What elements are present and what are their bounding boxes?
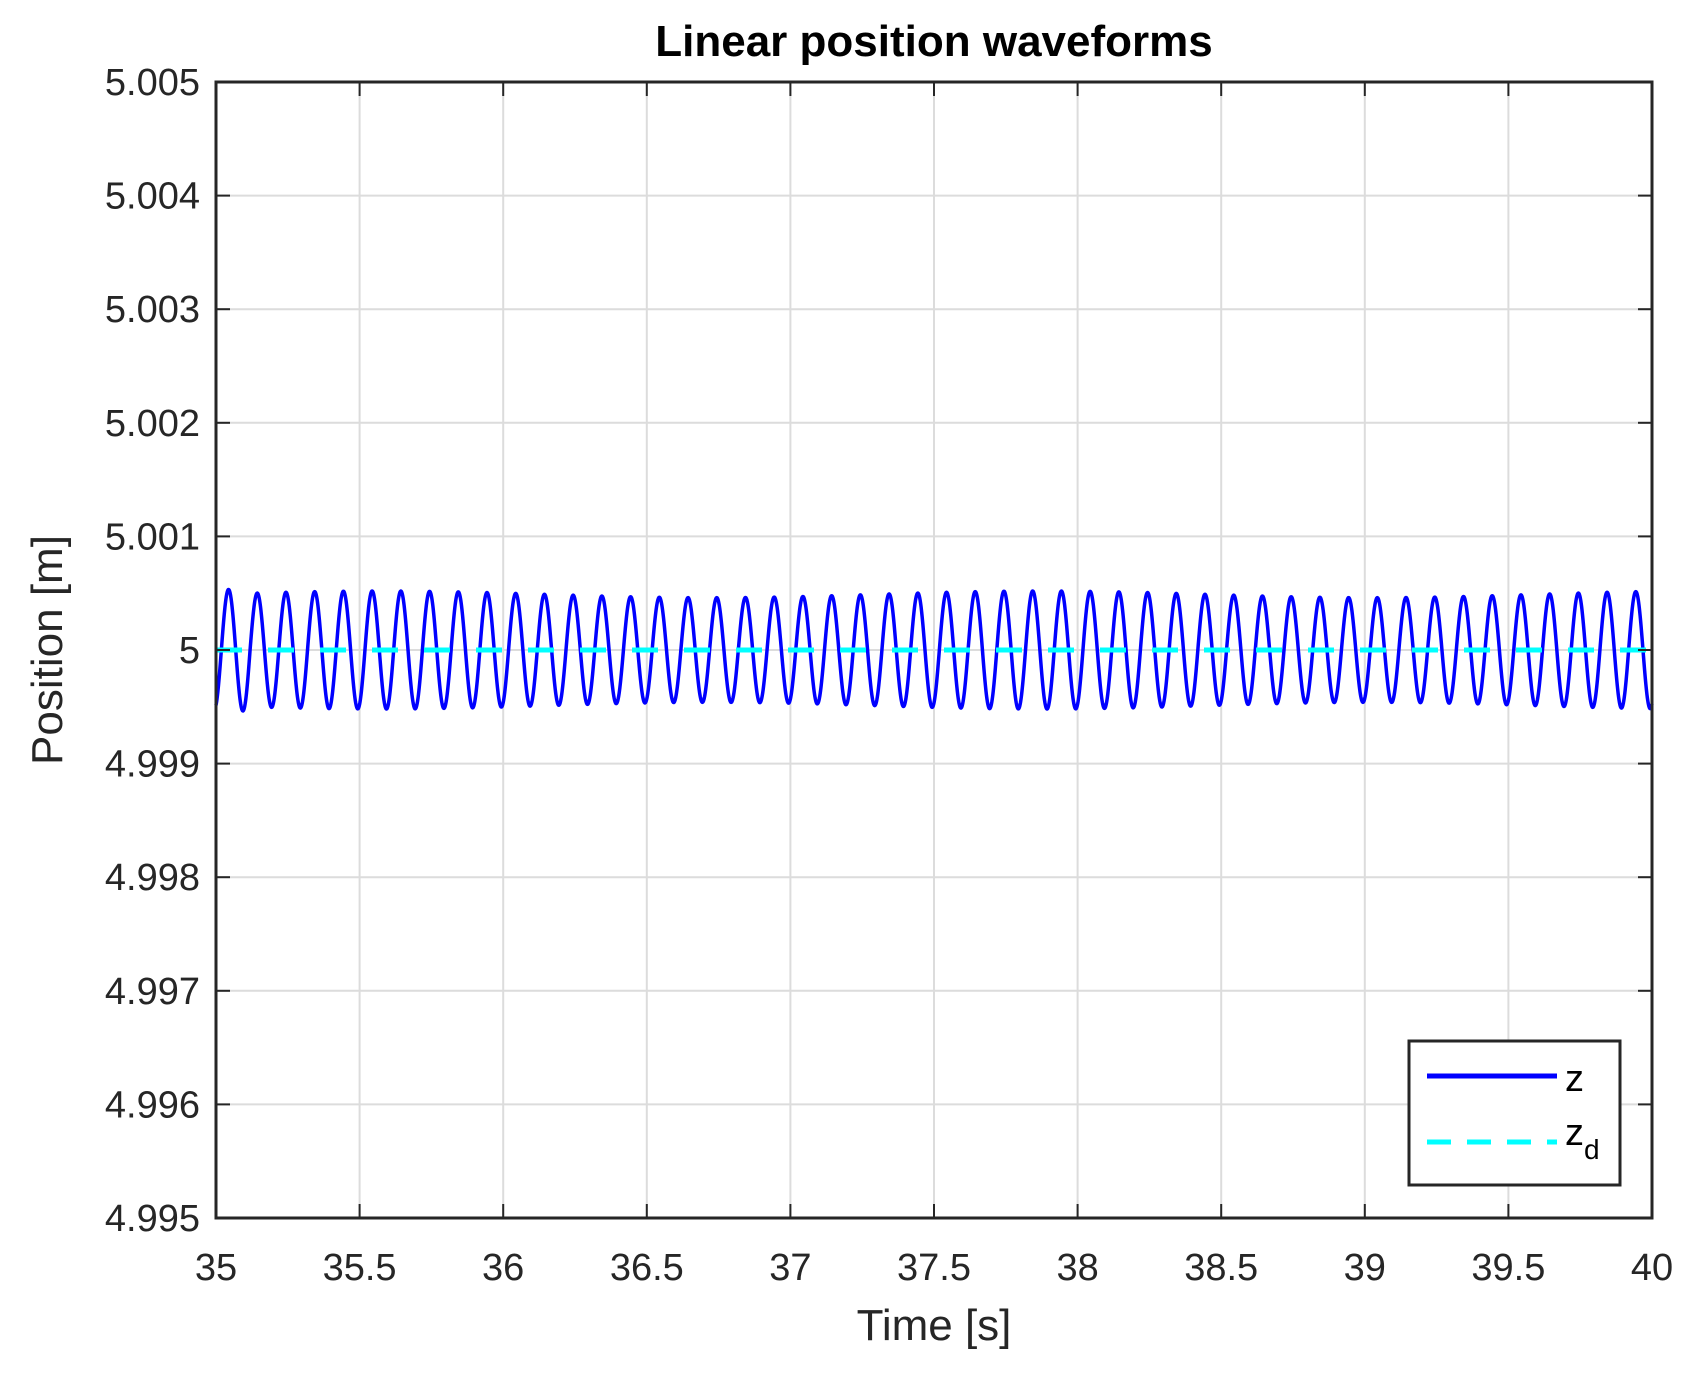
x-tick-label: 39	[1344, 1247, 1386, 1289]
chart-title: Linear position waveforms	[655, 17, 1212, 66]
y-tick-label: 5	[179, 630, 200, 672]
ticks	[215, 81, 1653, 1219]
y-tick-label: 5.002	[105, 403, 200, 445]
y-tick-label: 4.999	[105, 744, 200, 786]
y-axis-label: Position [m]	[23, 535, 72, 765]
y-tick-labels: 4.995 4.996 4.997 4.998 4.999 5 5.001 5.002 5.00…	[105, 62, 200, 1240]
y-tick-label: 5.005	[105, 62, 200, 104]
x-tick-label: 36.5	[610, 1247, 684, 1289]
x-tick-label: 35	[195, 1247, 237, 1289]
x-tick-label: 38	[1056, 1247, 1098, 1289]
y-tick-label: 5.004	[105, 176, 200, 218]
x-tick-label: 38.5	[1184, 1247, 1258, 1289]
y-tick-label: 4.995	[105, 1198, 200, 1240]
series-z-line	[214, 587, 1654, 713]
y-tick-label: 4.996	[105, 1084, 200, 1126]
legend-label-z: z	[1565, 1058, 1584, 1100]
y-tick-label: 5.001	[105, 516, 200, 558]
x-axis-label: Time [s]	[857, 1301, 1012, 1350]
y-tick-label: 4.997	[105, 971, 200, 1013]
y-tick-label: 4.998	[105, 857, 200, 899]
legend-box	[1407, 1039, 1622, 1187]
x-tick-label: 39.5	[1471, 1247, 1545, 1289]
x-tick-label: 37.5	[897, 1247, 971, 1289]
x-tick-label: 37	[769, 1247, 811, 1289]
legend-label-zd: zd	[1565, 1112, 1600, 1165]
series-layer	[214, 587, 1654, 713]
x-tick-label: 40	[1631, 1247, 1673, 1289]
x-tick-label: 36	[482, 1247, 524, 1289]
y-tick-label: 5.003	[105, 289, 200, 331]
x-tick-label: 35.5	[323, 1247, 397, 1289]
legend: z zd	[1407, 1039, 1622, 1187]
x-tick-labels: 35 35.5 36 36.5 37 37.5 38 38.5 39 39.5 40	[195, 1247, 1673, 1289]
